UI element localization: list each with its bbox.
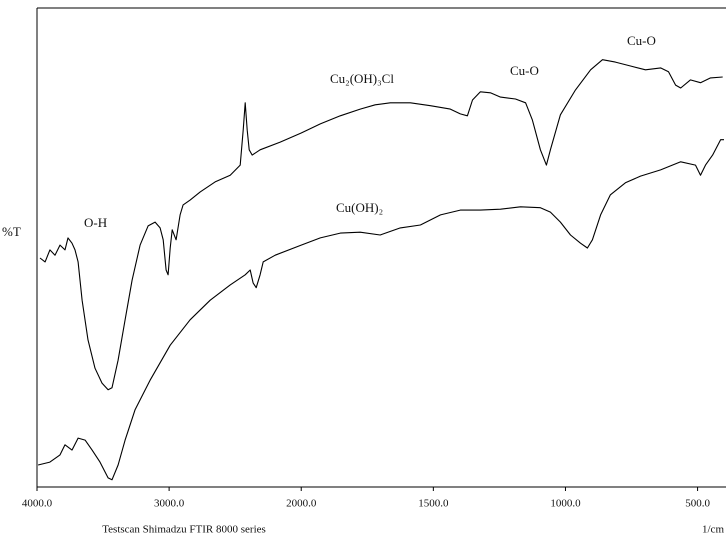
- x-tick-label: 4000.0: [22, 498, 53, 510]
- spectrum-line: [39, 59, 723, 391]
- annotation: Cu(OH)₂: [336, 200, 383, 215]
- x-tick-label: 3000.0: [154, 498, 185, 510]
- x-tick-label: 1000.0: [550, 498, 581, 510]
- y-axis-label: %T: [2, 224, 21, 239]
- footer: Testscan Shimadzu FTIR 8000 series: [102, 524, 266, 536]
- annotation: O-H: [84, 215, 107, 230]
- x-tick-label: 2000.0: [286, 498, 317, 510]
- x-tick-label: 1500.0: [418, 498, 449, 510]
- spectrum-line: [37, 139, 724, 481]
- x-tick-label: 500.0: [685, 498, 710, 510]
- annotation: Cu-O: [510, 63, 539, 78]
- x-axis-label: 1/cm: [702, 524, 724, 536]
- annotation: Cu₂(OH)₃Cl: [330, 71, 394, 86]
- annotation: Cu-O: [627, 33, 656, 48]
